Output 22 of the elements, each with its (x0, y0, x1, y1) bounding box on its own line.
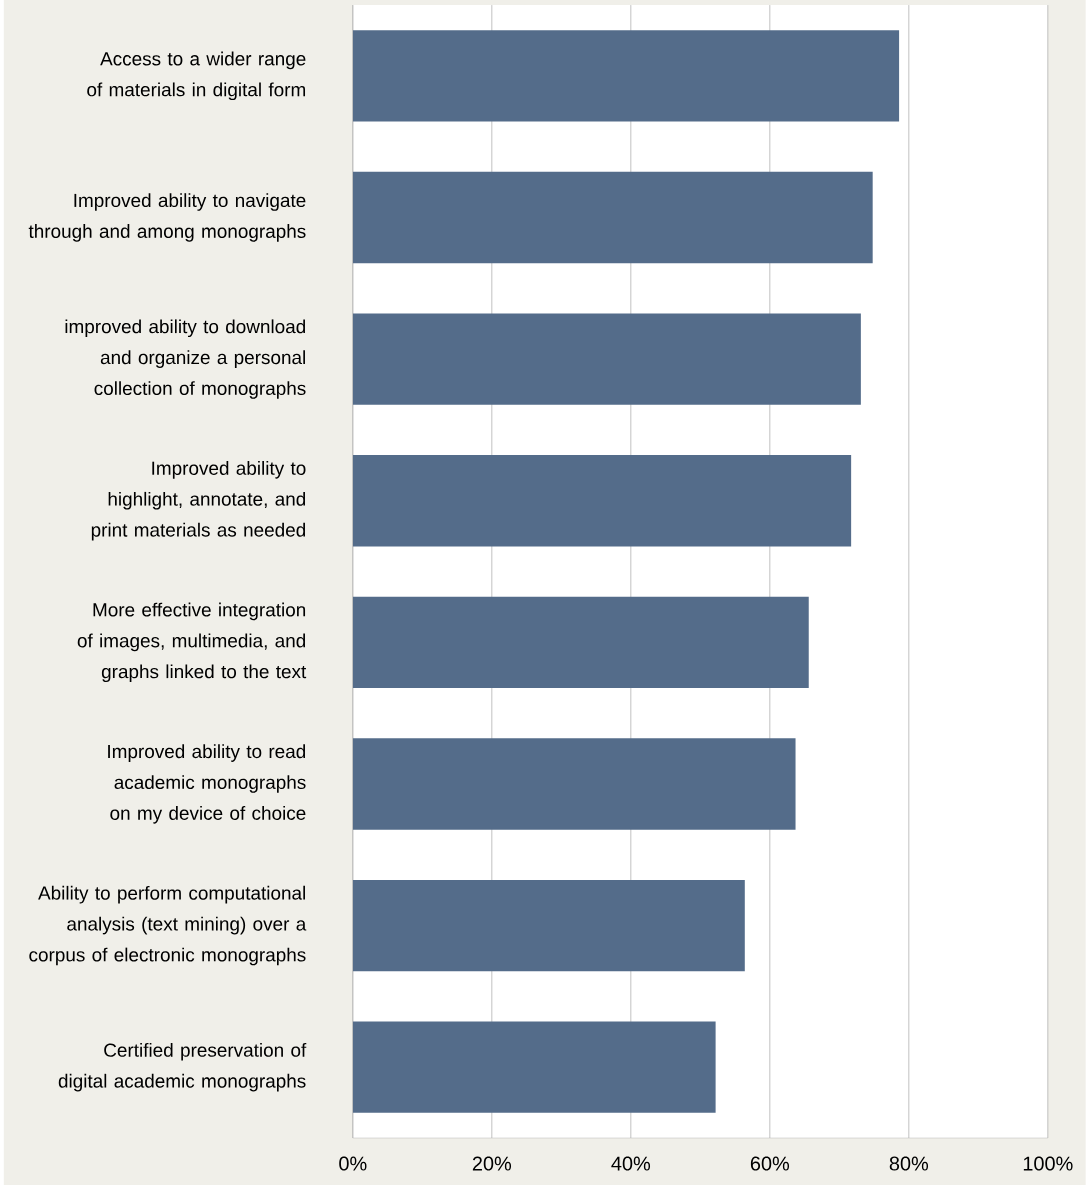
bar (352, 455, 852, 547)
bar (352, 738, 796, 830)
x-tick-label: 40% (611, 1156, 651, 1171)
y-tick-label: Certified preservation of digital academic monographs (58, 1042, 307, 1092)
bar (352, 879, 745, 972)
y-tick-label: Access to a wider range of materials in digital form (87, 51, 306, 101)
bar (352, 1021, 716, 1113)
x-tick-label: 0% (339, 1156, 367, 1171)
x-tick-label: 80% (889, 1156, 929, 1171)
x-tick-label: 100% (1023, 1156, 1073, 1171)
x-tick-label: 20% (472, 1156, 512, 1171)
y-tick-label: Improved ability to read academic monographs on my device of choice (108, 744, 306, 824)
bar (352, 596, 809, 689)
y-tick-label: Improved ability to navigate through and among monographs (28, 193, 306, 242)
bar (352, 30, 900, 122)
y-tick-label: More effective integration of images, multimedia, and graphs linked to the text (77, 602, 307, 683)
y-tick-label: Ability to perform computational analysis (text mining) over a corpus of electronic monographs (29, 885, 307, 966)
y-tick-label: Improved ability to highlight, annotate, and print materials as needed (91, 461, 306, 541)
x-tick-label: 60% (750, 1156, 790, 1171)
bar (352, 171, 873, 264)
bar (352, 313, 861, 405)
y-tick-label: improved ability to download and organize a personal collection of monographs (65, 319, 306, 399)
